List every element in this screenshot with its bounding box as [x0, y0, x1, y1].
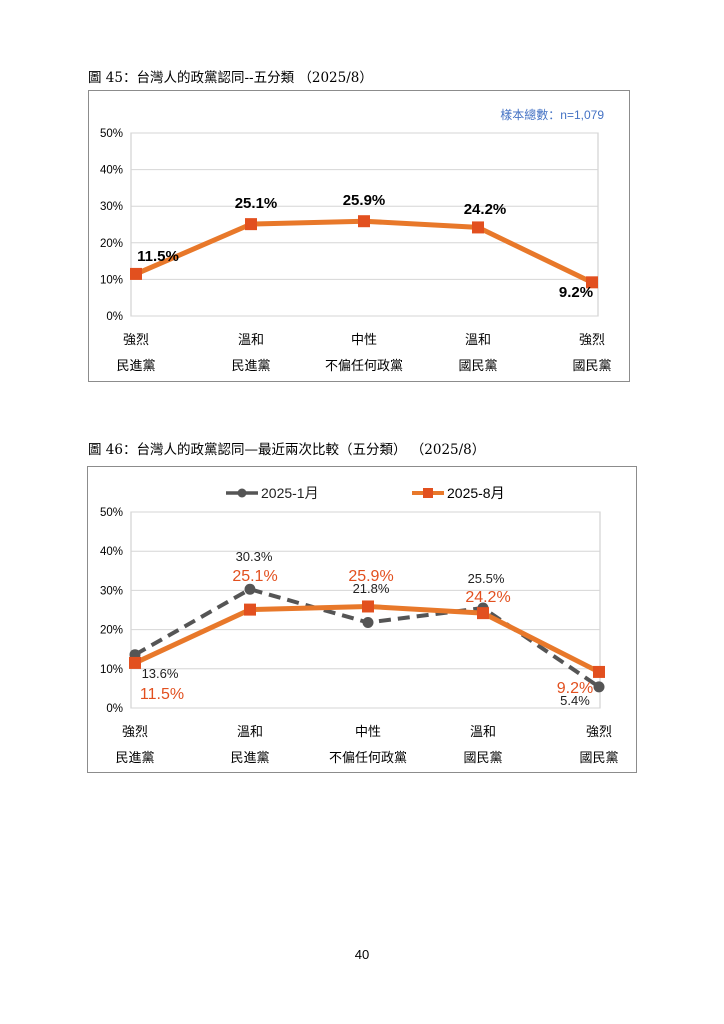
y-tick-label: 40% [100, 165, 123, 177]
data-point-marker-2025-1 [362, 617, 374, 629]
data-label-2025-1: 5.4% [560, 693, 590, 708]
y-tick-label: 20% [100, 625, 123, 637]
x-tick-label-line2: 不偏任何政黨 [325, 358, 403, 373]
data-point-marker-2025-8 [129, 656, 141, 669]
data-label: 9.2% [559, 284, 593, 301]
data-label-2025-1: 30.3% [236, 549, 273, 564]
data-point-marker-2025-8 [362, 600, 374, 613]
y-tick-label: 40% [100, 546, 123, 558]
x-tick-label-line2: 民進黨 [116, 358, 155, 373]
data-label-2025-8: 25.9% [348, 568, 393, 585]
legend-label-2025-1: 2025-1月 [261, 485, 319, 501]
x-tick-label-line1: 溫和 [465, 332, 491, 347]
y-tick-label: 50% [100, 128, 123, 140]
data-point-marker-2025-1 [244, 583, 256, 595]
x-tick-label-line2: 國民黨 [579, 750, 618, 765]
data-point-marker [472, 221, 484, 234]
figure-45-caption: 圖 45：台灣人的政黨認同--五分類 （2025/8） [88, 70, 373, 86]
legend-marker-2025-8 [423, 488, 433, 498]
y-tick-label: 30% [100, 585, 123, 597]
x-tick-label-line1: 溫和 [238, 332, 264, 347]
x-tick-label-line2: 國民黨 [463, 750, 502, 765]
x-tick-label-line2: 國民黨 [458, 358, 497, 373]
x-tick-label-line1: 強烈 [123, 332, 149, 347]
y-tick-label: 50% [100, 507, 123, 519]
y-tick-label: 0% [106, 311, 123, 323]
y-tick-label: 20% [100, 238, 123, 250]
data-point-marker [586, 276, 598, 289]
data-label-2025-8: 11.5% [140, 686, 184, 703]
data-point-marker-2025-8 [593, 665, 605, 678]
x-tick-label-line2: 不偏任何政黨 [329, 750, 407, 765]
x-tick-label-line1: 中性 [355, 724, 381, 739]
x-tick-label-line2: 民進黨 [230, 750, 269, 765]
data-label-2025-8: 9.2% [557, 680, 593, 697]
y-tick-label: 0% [106, 703, 123, 715]
data-label-2025-8: 25.1% [232, 568, 277, 585]
y-tick-label: 30% [100, 201, 123, 213]
legend-marker-2025-1 [237, 488, 247, 498]
sample-size-note: 樣本總數：n=1,079 [500, 107, 604, 122]
data-label: 25.9% [343, 192, 386, 209]
x-tick-label-line2: 國民黨 [572, 358, 611, 373]
y-tick-label: 10% [100, 274, 123, 286]
x-tick-label-line1: 強烈 [586, 724, 612, 739]
data-label-2025-1: 25.5% [468, 571, 505, 586]
data-point-marker-2025-8 [244, 603, 256, 616]
x-tick-label-line2: 民進黨 [231, 358, 270, 373]
data-point-marker [245, 218, 257, 231]
data-label: 25.1% [235, 195, 278, 212]
data-label-2025-8: 24.2% [465, 589, 510, 606]
x-tick-label-line1: 溫和 [237, 724, 263, 739]
chart-frame-45 [88, 90, 630, 382]
x-tick-label-line2: 民進黨 [115, 750, 154, 765]
x-tick-label-line1: 中性 [351, 332, 377, 347]
x-tick-label-line1: 溫和 [470, 724, 496, 739]
data-point-marker-2025-8 [477, 607, 489, 620]
legend-label-2025-8: 2025-8月 [447, 485, 505, 501]
data-label: 11.5% [137, 248, 179, 265]
data-label: 24.2% [464, 201, 507, 218]
data-label-2025-1: 21.8% [353, 581, 390, 596]
data-point-marker [130, 267, 142, 280]
figure-46-caption: 圖 46：台灣人的政黨認同—最近兩次比較（五分類） （2025/8） [88, 442, 486, 458]
y-tick-label: 10% [100, 664, 123, 676]
x-tick-label-line1: 強烈 [122, 724, 148, 739]
x-tick-label-line1: 強烈 [579, 332, 605, 347]
page-number: 40 [354, 947, 370, 962]
data-point-marker [358, 215, 370, 228]
data-point-marker-2025-1 [593, 681, 605, 693]
data-label-2025-1: 13.6% [142, 666, 179, 681]
